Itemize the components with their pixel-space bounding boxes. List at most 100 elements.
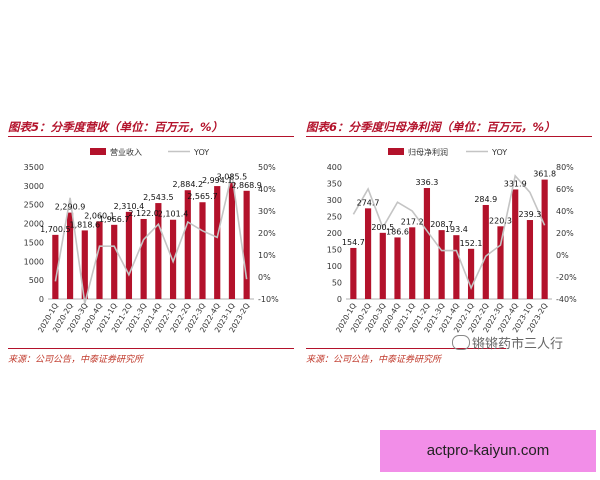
revenue-y2-tick-label: 30% [258,207,276,216]
profit-bar [526,220,534,299]
profit-bar [379,232,386,299]
profit-bar [423,188,431,299]
profit-bar [394,237,401,299]
profit-data-label: 331.9 [504,179,527,188]
revenue-bar [228,182,236,299]
revenue-y2-tick-label: 0% [258,273,271,282]
profit-y-tick-label: 400 [327,163,342,172]
profit-data-label: 217.2 [401,217,424,226]
revenue-data-label: 2,994.1 [202,176,233,185]
revenue-bar [155,203,162,299]
profit-y-tick-label: 250 [327,213,342,222]
profit-data-label: 220.3 [489,216,512,225]
profit-y2-tick-label: 40% [556,207,574,216]
revenue-data-label: 2,868.9 [231,181,262,190]
revenue-bar [140,218,147,299]
profit-bar [482,204,489,299]
revenue-data-label: 2,565.7 [187,192,218,201]
profit-y-tick-label: 350 [327,180,342,189]
profit-data-label: 274.7 [357,198,380,207]
revenue-y2-tick-label: 20% [258,229,276,238]
profit-data-label: 208.7 [430,220,453,229]
profit-bar [350,247,357,299]
profit-y-tick-label: 200 [327,229,342,238]
profit-legend-line-label: YOY [491,148,507,157]
revenue-bar [184,190,191,299]
profit-data-label: 193.4 [445,225,468,234]
revenue-y2-tick-label: 10% [258,251,276,260]
profit-bar [409,227,416,299]
revenue-chart-title: 图表5：分季度营收（单位：百万元，%） [8,118,294,137]
profit-data-label: 152.1 [460,239,483,248]
revenue-y-tick-label: 3000 [24,182,44,191]
profit-data-label: 200.5 [371,223,394,232]
revenue-data-label: 1,818.6 [70,220,101,229]
profit-yoy-line [352,174,546,291]
revenue-legend-bar-swatch [90,148,106,155]
revenue-bar [199,202,206,299]
profit-source-note: 来源：公司公告，中泰证券研究所 [306,348,506,365]
profit-y2-tick-label: 20% [556,229,574,238]
profit-y-tick-label: 0 [337,295,342,304]
profit-y-tick-label: 150 [327,246,342,255]
profit-panel: 图表6：分季度归母净利润（单位：百万元，%） 归母净利润 YOY 0 50 100 150… [306,118,592,339]
revenue-y-tick-label: 1500 [24,238,44,247]
profit-y-tick-label: 50 [332,279,342,288]
profit-y-tick-label: 300 [327,196,342,205]
revenue-legend-bar-label: 营业收入 [110,147,142,157]
revenue-y2-tick-label: 40% [258,185,276,194]
profit-bar [438,230,445,299]
profit-bar [512,189,519,299]
profit-data-label: 186.6 [386,227,409,236]
revenue-data-label: 2,290.9 [55,203,86,212]
revenue-data-label: 2,310.4 [114,202,145,211]
profit-bar [364,208,372,299]
revenue-data-label: 2,101.4 [158,210,189,219]
profit-y2-tick-label: 80% [556,163,574,172]
revenue-data-label: 2,884.2 [173,180,204,189]
profit-y2-tick-label: 0% [556,251,569,260]
revenue-source-note: 来源：公司公告，中泰证券研究所 [8,348,294,365]
revenue-bar [125,211,133,299]
revenue-y2-tick-label: -10% [258,295,279,304]
revenue-panel: 图表5：分季度营收（单位：百万元，%） 营业收入 YOY 0 500 1000 1500 2… [8,118,294,339]
revenue-data-label: 2,543.5 [143,193,174,202]
revenue-y-tick-label: 500 [29,276,44,285]
revenue-y-tick-label: 3500 [24,163,44,172]
revenue-bar [243,190,250,299]
wechat-icon [452,335,470,350]
revenue-legend-line-label: YOY [193,148,209,157]
profit-y2-tick-label: -40% [556,295,577,304]
revenue-data-label: 2,060.1 [84,211,115,220]
profit-chart-title: 图表6：分季度归母净利润（单位：百万元，%） [306,118,592,137]
revenue-data-label: 2,122.0 [128,209,159,218]
revenue-bar [52,234,59,299]
profit-data-label: 336.3 [415,178,438,187]
revenue-data-label: 1,966.7 [99,215,130,224]
profit-bar [497,226,504,299]
revenue-y-tick-label: 1000 [24,257,44,266]
revenue-y-tick-label: 2500 [24,201,44,210]
revenue-data-label: 3,085.5 [217,173,248,182]
profit-y2-tick-label: 60% [556,185,574,194]
revenue-y-tick-label: 0 [39,295,44,304]
profit-chart: 归母净利润 YOY 0 50 100 150 200 250 300 350 400 -40% -20%… [327,147,577,334]
revenue-y2-tick-label: 50% [258,163,276,172]
watermark-text: 锵锵药市三人行 [472,337,564,352]
profit-bar [453,235,460,299]
revenue-chart: 营业收入 YOY 0 500 1000 1500 2000 2500 3000 3500 -10% 0… [24,147,279,334]
revenue-y-tick-label: 2000 [24,220,44,229]
profit-data-label: 361.8 [533,170,556,179]
profit-data-label: 154.7 [342,238,365,247]
revenue-bar [66,212,74,299]
profit-data-label: 239.3 [518,210,541,219]
profit-legend-bar-label: 归母净利润 [408,147,448,157]
profit-legend-bar-swatch [388,148,404,155]
profit-y2-tick-label: -20% [556,273,577,282]
revenue-bar [96,221,103,299]
revenue-data-label: 1,700.5 [40,225,71,234]
url-banner: actpro-kaiyun.com [380,430,596,472]
profit-bar [541,179,548,299]
revenue-bar [81,230,88,299]
profit-data-label: 284.9 [474,195,497,204]
